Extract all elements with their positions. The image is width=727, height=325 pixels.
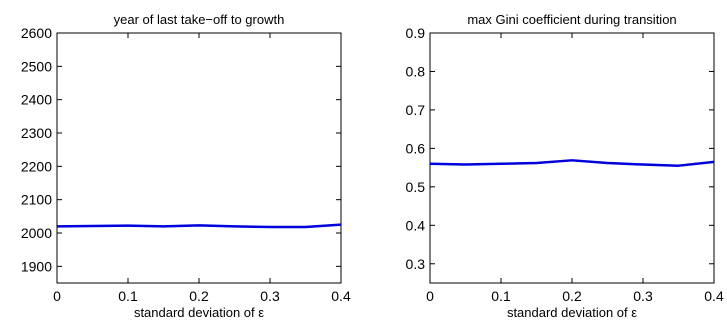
y-tick-label: 0.9 xyxy=(406,25,426,41)
y-tick-label: 2100 xyxy=(21,192,52,208)
x-tick-label: 0 xyxy=(53,288,61,304)
y-tick-label: 0.4 xyxy=(406,217,426,233)
x-tick-label: 0.3 xyxy=(633,288,653,304)
x-axis-label: standard deviation of ε xyxy=(507,305,637,320)
y-tick-label: 2500 xyxy=(21,58,52,74)
x-tick-label: 0.2 xyxy=(189,288,209,304)
x-tick-label: 0 xyxy=(426,288,434,304)
series-line-1 xyxy=(429,159,715,167)
chart-title: year of last take−off to growth xyxy=(114,12,285,27)
x-tick-label: 0.2 xyxy=(562,288,582,304)
x-axis-label: standard deviation of ε xyxy=(134,305,264,320)
x-tick-label: 0.4 xyxy=(704,288,724,304)
y-tick-label: 2600 xyxy=(21,25,52,41)
y-tick-label: 0.7 xyxy=(406,102,426,118)
y-tick-label: 2200 xyxy=(21,158,52,174)
y-tick-label: 2000 xyxy=(21,225,52,241)
x-tick-label: 0.1 xyxy=(491,288,511,304)
y-tick-label: 0.5 xyxy=(406,179,426,195)
x-tick-label: 0.4 xyxy=(331,288,351,304)
plot-area-frame xyxy=(429,32,715,284)
y-tick-label: 0.3 xyxy=(406,256,426,272)
chart-title: max Gini coefficient during transition xyxy=(467,12,676,27)
y-tick-label: 2300 xyxy=(21,125,52,141)
chart-panel-2: max Gini coefficient during transition 0.… xyxy=(406,12,724,320)
y-tick-label: 2400 xyxy=(21,92,52,108)
series-line-1 xyxy=(56,223,342,229)
plot-area-frame xyxy=(56,32,342,284)
chart-panel-1: year of last take−off to growth 1900 2000 2… xyxy=(21,12,351,320)
y-tick-label: 0.8 xyxy=(406,63,426,79)
y-tick-label: 0.6 xyxy=(406,140,426,156)
x-tick-label: 0.3 xyxy=(260,288,280,304)
x-tick-label: 0.1 xyxy=(118,288,138,304)
y-tick-label: 1900 xyxy=(21,258,52,274)
